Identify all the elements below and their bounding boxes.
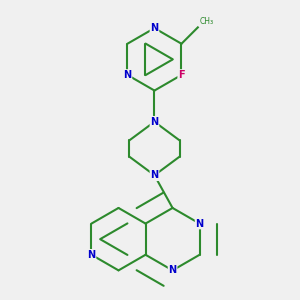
Text: N: N — [150, 170, 158, 180]
Text: F: F — [178, 70, 185, 80]
Text: N: N — [123, 70, 131, 80]
Text: N: N — [150, 23, 158, 33]
Text: N: N — [87, 250, 95, 260]
Text: N: N — [150, 117, 158, 127]
Text: N: N — [169, 266, 177, 275]
Text: N: N — [196, 219, 204, 229]
Text: CH₃: CH₃ — [199, 17, 213, 26]
